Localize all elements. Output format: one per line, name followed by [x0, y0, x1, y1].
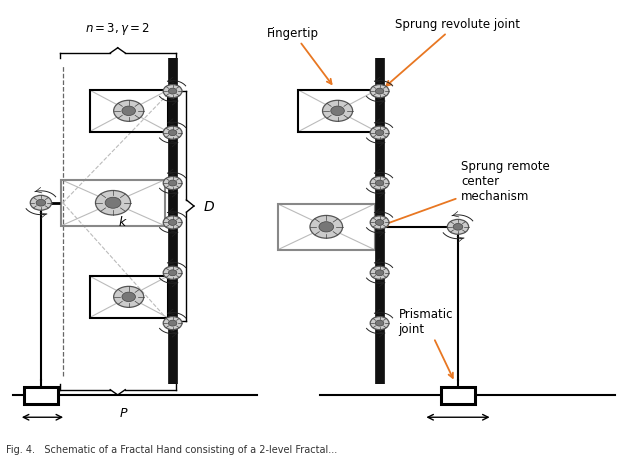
Circle shape: [375, 89, 384, 95]
Circle shape: [168, 181, 177, 187]
Bar: [278, 204, 375, 250]
Circle shape: [95, 191, 131, 216]
Circle shape: [122, 107, 136, 116]
Circle shape: [168, 320, 177, 326]
Text: $P$: $P$: [119, 406, 129, 420]
Circle shape: [36, 200, 45, 207]
Circle shape: [375, 131, 384, 136]
Circle shape: [370, 86, 389, 98]
Circle shape: [370, 267, 389, 280]
Circle shape: [114, 101, 144, 122]
Circle shape: [310, 216, 342, 239]
Circle shape: [105, 198, 121, 209]
Text: $k$: $k$: [118, 214, 128, 228]
Circle shape: [375, 270, 384, 276]
Circle shape: [375, 220, 384, 226]
Circle shape: [370, 317, 389, 330]
Circle shape: [30, 196, 52, 211]
Text: Prismatic
joint: Prismatic joint: [398, 307, 453, 378]
Circle shape: [163, 127, 182, 140]
Circle shape: [331, 107, 344, 116]
Circle shape: [168, 270, 177, 276]
Bar: [24, 387, 58, 404]
Text: $n=3, \gamma=2$: $n=3, \gamma=2$: [85, 21, 150, 37]
Text: Fingertip: Fingertip: [267, 26, 332, 85]
Circle shape: [370, 127, 389, 140]
Circle shape: [453, 224, 463, 231]
Circle shape: [163, 86, 182, 98]
Circle shape: [370, 217, 389, 229]
Circle shape: [375, 181, 384, 187]
Circle shape: [163, 177, 182, 190]
Circle shape: [114, 287, 144, 308]
Circle shape: [163, 317, 182, 330]
Circle shape: [447, 220, 468, 235]
Bar: [61, 180, 164, 226]
Circle shape: [168, 220, 177, 226]
Bar: [298, 91, 377, 132]
Bar: [441, 387, 476, 404]
Circle shape: [323, 101, 353, 122]
Text: $D$: $D$: [204, 200, 215, 213]
Circle shape: [163, 267, 182, 280]
Text: Sprung remote
center
mechanism: Sprung remote center mechanism: [383, 160, 550, 226]
Bar: [90, 277, 168, 318]
Circle shape: [370, 177, 389, 190]
Circle shape: [375, 320, 384, 326]
Circle shape: [168, 131, 177, 136]
Circle shape: [122, 293, 136, 302]
Text: Sprung revolute joint: Sprung revolute joint: [387, 18, 520, 86]
Bar: [90, 91, 168, 132]
Circle shape: [168, 89, 177, 95]
Circle shape: [319, 222, 333, 233]
Circle shape: [163, 217, 182, 229]
Text: Fig. 4.   Schematic of a Fractal Hand consisting of a 2-level Fractal...: Fig. 4. Schematic of a Fractal Hand cons…: [6, 444, 338, 454]
